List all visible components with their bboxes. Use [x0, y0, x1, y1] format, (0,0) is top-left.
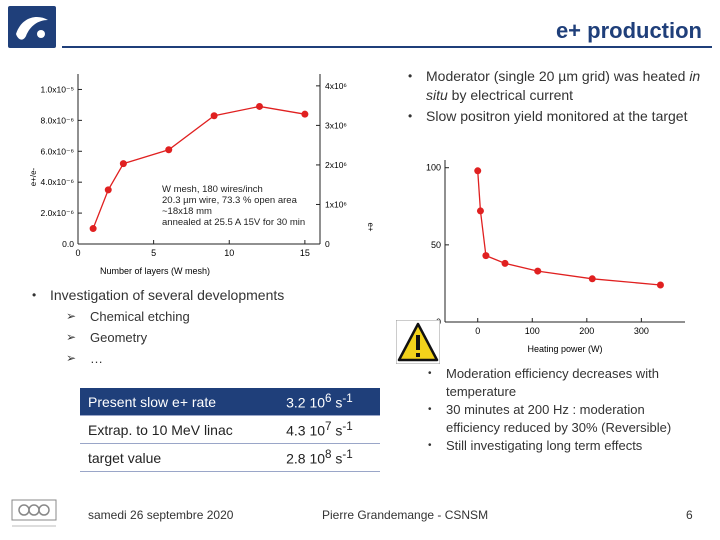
x-tick-label: 5	[151, 248, 156, 258]
rate-label: Extrap. to 10 MeV linac	[80, 415, 279, 444]
note-item: 30 minutes at 200 Hz : moderation effici…	[426, 401, 696, 437]
y-tick-label: 4.0x10⁻⁶	[40, 177, 74, 187]
y-tick-label: 6.0x10⁻⁶	[40, 146, 74, 156]
institute-logo-icon	[8, 6, 56, 48]
x-tick-label: 15	[300, 248, 310, 258]
data-point	[534, 267, 542, 275]
y2-tick-label: 4x10⁶	[325, 81, 347, 91]
moderation-notes: Moderation efficiency decreases with tem…	[426, 365, 696, 455]
sub-item: Geometry	[66, 327, 326, 348]
sub-item: …	[66, 348, 326, 369]
data-point	[89, 225, 97, 233]
table-row: Present slow e+ rate 3.2 106 s-1	[80, 388, 380, 416]
yield-vs-layers-chart: 0 5 10 15 0.0 2.0x10⁻⁶ 4.0x10⁻⁶ 6.0x10⁻⁶ 8.0x10⁻…	[30, 74, 375, 276]
table-row: target value 2.8 108 s-1	[80, 443, 380, 472]
data-point	[301, 110, 309, 118]
moderator-bullets: Moderator (single 20 µm grid) was heated…	[404, 67, 704, 128]
annotation-line: W mesh, 180 wires/inch	[162, 184, 263, 195]
x-tick-label: 200	[579, 326, 594, 336]
rate-label: Present slow e+ rate	[80, 388, 279, 416]
y-tick-label: 2.0x10⁻⁶	[40, 208, 74, 218]
data-point	[210, 112, 218, 120]
bullet-item: Slow positron yield monitored at the tar…	[404, 107, 704, 126]
rate-label: target value	[80, 443, 279, 472]
y-tick-label: 0.0	[62, 239, 74, 249]
y-tick-label: 1.0x10⁻⁵	[40, 84, 74, 94]
annotation-line: 20.3 µm wire, 73.3 % open area	[162, 195, 298, 206]
x-tick-label: 0	[475, 326, 480, 336]
rate-value: 3.2 106 s-1	[278, 388, 380, 416]
slide-title: e+ production	[555, 18, 702, 43]
annotation-line: ~18x18 mm	[162, 206, 212, 217]
y2-tick-label: 1x10⁶	[325, 199, 347, 209]
data-point	[256, 102, 263, 110]
data-point	[165, 146, 173, 154]
note-item: Still investigating long term effects	[426, 437, 696, 455]
footer-date: samedi 26 septembre 2020	[88, 508, 234, 522]
y-tick-label: 100	[426, 163, 441, 173]
rate-value: 2.8 108 s-1	[278, 443, 380, 472]
y-tick-label: 8.0x10⁻⁶	[40, 115, 74, 125]
bullet-item: Moderator (single 20 µm grid) was heated…	[404, 67, 704, 105]
sub-item: Chemical etching	[66, 306, 326, 327]
series-line	[477, 170, 661, 286]
data-point	[482, 252, 490, 260]
data-point	[119, 160, 127, 168]
x-tick-label: 300	[634, 326, 649, 336]
footer-author: Pierre Grandemange - CSNSM	[322, 508, 489, 522]
y2-axis-label: e+	[366, 222, 375, 231]
warning-sign-icon	[395, 319, 441, 365]
data-point	[104, 186, 112, 194]
rates-table: Present slow e+ rate 3.2 106 s-1 Extrap.…	[80, 388, 380, 472]
data-point	[588, 275, 596, 283]
x-tick-label: 100	[525, 326, 540, 336]
y2-tick-label: 3x10⁶	[325, 120, 347, 130]
yield-vs-power-chart: 0100200300050100 Heating power (W)	[426, 160, 685, 354]
developments-list: Chemical etching Geometry …	[66, 306, 326, 369]
x-tick-label: 10	[224, 248, 234, 258]
page-number: 6	[686, 508, 693, 522]
data-point	[476, 207, 484, 215]
x-axis-label: Number of layers (W mesh)	[100, 266, 210, 276]
developments-bullet: Investigation of several developments	[28, 286, 358, 307]
rate-value: 4.3 107 s-1	[278, 415, 380, 444]
annotation-line: annealed at 25.5 A 15V for 30 min	[162, 217, 305, 228]
chart-axes	[77, 74, 321, 245]
data-point	[656, 281, 664, 289]
x-tick-label: 0	[75, 248, 80, 258]
x-axis-label: Heating power (W)	[527, 344, 602, 354]
bullet-item: Investigation of several developments	[28, 286, 358, 305]
title-divider	[62, 46, 712, 48]
note-item: Moderation efficiency decreases with tem…	[426, 365, 696, 401]
y2-tick-label: 0	[325, 239, 330, 249]
y-axis-label: e+/e-	[30, 167, 38, 186]
table-row: Extrap. to 10 MeV linac 4.3 107 s-1	[80, 415, 380, 444]
data-point	[474, 167, 482, 175]
cea-logo-icon	[10, 498, 58, 530]
data-point	[501, 259, 509, 267]
y2-tick-label: 2x10⁶	[325, 160, 347, 170]
y-tick-label: 50	[431, 240, 441, 250]
